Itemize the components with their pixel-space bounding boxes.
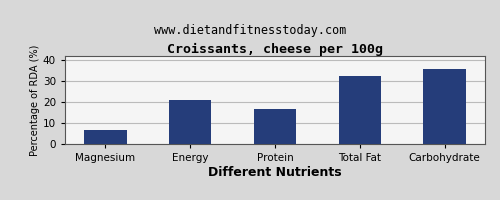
Bar <box>424 69 466 144</box>
X-axis label: Different Nutrients: Different Nutrients <box>208 166 342 179</box>
Bar <box>84 130 126 144</box>
Y-axis label: Percentage of RDA (%): Percentage of RDA (%) <box>30 44 40 156</box>
Bar <box>254 109 296 144</box>
Bar <box>338 76 381 144</box>
Title: Croissants, cheese per 100g: Croissants, cheese per 100g <box>167 43 383 56</box>
Bar <box>169 100 212 144</box>
Text: www.dietandfitnesstoday.com: www.dietandfitnesstoday.com <box>154 24 346 37</box>
